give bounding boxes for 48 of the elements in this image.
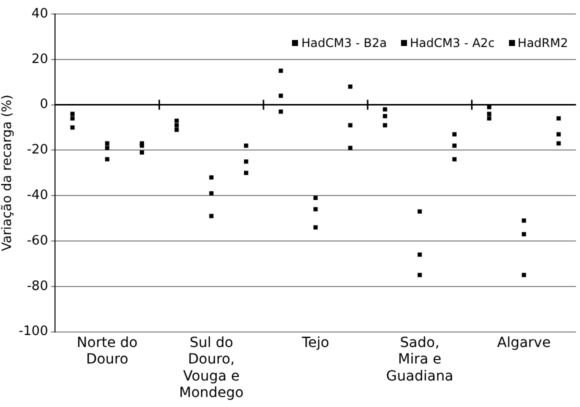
point [452, 157, 457, 162]
point [278, 94, 283, 98]
legend-label: HadCM3 - B2a [301, 36, 387, 50]
point [313, 196, 318, 200]
y-tick-label: 40 [32, 6, 48, 22]
y-tick-label: -40 [26, 188, 48, 203]
legend-label: HadRM2 [518, 36, 568, 50]
point [382, 123, 388, 128]
y-tick-label: -100 [18, 324, 48, 340]
point [556, 132, 561, 136]
point [348, 146, 352, 150]
point [174, 123, 179, 128]
y-axis-title: Variação da recarga (%) [0, 94, 16, 252]
point [348, 84, 352, 89]
y-tick-label: 0 [40, 97, 48, 112]
point [209, 191, 214, 196]
point [105, 157, 110, 162]
point [174, 118, 179, 123]
y-tick-label: -80 [26, 278, 48, 294]
point [487, 116, 492, 121]
point [418, 272, 422, 278]
point [278, 68, 283, 73]
point [418, 209, 422, 214]
point [105, 141, 110, 146]
point [418, 252, 422, 257]
y-tick-label: 20 [32, 52, 48, 67]
point [313, 207, 318, 212]
x-tick-label: Tejo [300, 334, 330, 351]
point [556, 116, 561, 121]
point [382, 114, 388, 118]
point [522, 232, 526, 236]
point [174, 128, 179, 132]
point [382, 107, 388, 112]
point [105, 146, 110, 150]
point [348, 123, 352, 128]
legend-label: HadCM3 - A2c [410, 36, 495, 50]
point [556, 141, 561, 146]
x-tick-label: Algarve [497, 334, 551, 351]
y-tick-label: -60 [26, 233, 48, 248]
point [278, 109, 283, 114]
x-tick-label: Sado, Mira e Guadiana [386, 334, 454, 384]
point [452, 132, 457, 136]
x-tick-label: Sul do Douro, Vouga e Mondego [179, 334, 244, 402]
x-tick-label: Norte do Douro [76, 334, 138, 368]
y-tick-label: -20 [26, 142, 48, 158]
point [244, 144, 248, 148]
point [487, 112, 492, 116]
point [452, 144, 457, 148]
